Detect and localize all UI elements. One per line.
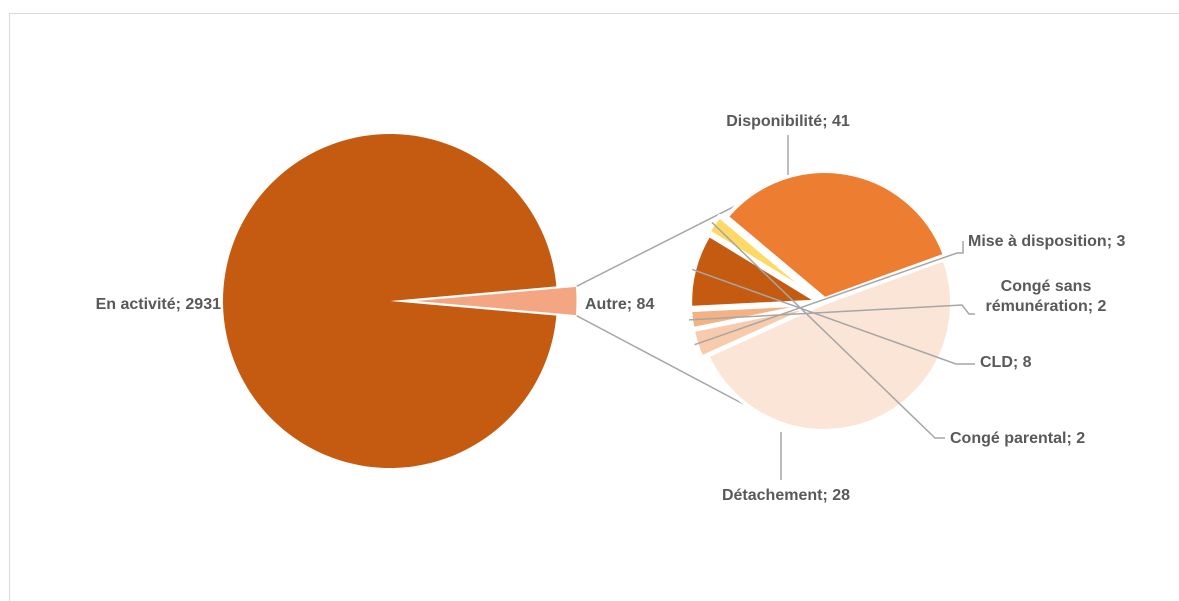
data-labels: En activité; 2931 Autre; 84 Disponibilité;… bbox=[96, 113, 1126, 504]
leader-lines bbox=[689, 135, 975, 480]
leader-cld bbox=[691, 268, 975, 365]
label-en-activite: En activité; 2931 bbox=[96, 296, 222, 313]
label-autre: Autre; 84 bbox=[585, 296, 654, 313]
label-conge-sans-remuneration: Congé sans rémunération; 2 bbox=[986, 278, 1107, 315]
slice-en-activite bbox=[222, 134, 557, 469]
slice-detachement bbox=[724, 169, 947, 302]
label-cld: CLD; 8 bbox=[980, 354, 1032, 371]
leader-conge-sans-remuneration bbox=[689, 304, 975, 321]
label-disponibilite: Disponibilité; 41 bbox=[726, 113, 850, 130]
slice-autre bbox=[409, 285, 578, 317]
connector-bottom bbox=[576, 314, 751, 409]
connector-lines bbox=[576, 197, 751, 409]
chart-area bbox=[9, 13, 1179, 601]
leader-conge-parental bbox=[711, 221, 945, 439]
primary-pie bbox=[222, 134, 578, 469]
slice-disponibilite bbox=[705, 257, 954, 433]
label-detachement: Détachement; 28 bbox=[722, 487, 850, 504]
label-mise-a-disposition: Mise à disposition; 3 bbox=[968, 233, 1125, 250]
label-conge-parental: Congé parental; 2 bbox=[950, 430, 1085, 447]
connector-top bbox=[576, 197, 751, 288]
leader-mise-a-disposition bbox=[694, 241, 964, 346]
